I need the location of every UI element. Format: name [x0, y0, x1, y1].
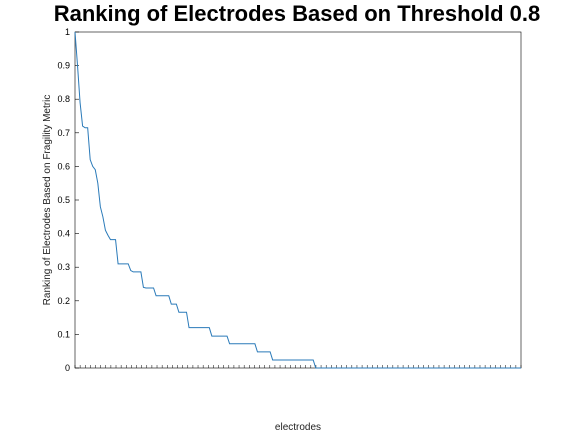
y-tick-label: 0.3 [57, 262, 70, 272]
chart-title: Ranking of Electrodes Based on Threshold… [54, 1, 541, 26]
y-axis: 0 0.1 0.2 0.3 0.4 0.5 0.6 0.7 0.8 0.9 1 [57, 27, 79, 373]
plot-area [74, 31, 522, 369]
x-axis-label: electrodes [275, 422, 321, 432]
plot-frame [74, 31, 522, 369]
y-tick-label: 0 [65, 363, 70, 373]
y-tick-label: 0.4 [57, 229, 70, 239]
y-tick-label: 0.1 [57, 329, 70, 339]
y-tick-label: 1 [65, 27, 70, 37]
y-axis-label: Ranking of Electrodes Based on Fragility… [42, 95, 53, 306]
y-tick-label: 0.9 [57, 61, 70, 71]
y-tick-label: 0.5 [57, 195, 70, 205]
series-line [74, 31, 521, 369]
y-tick-label: 0.7 [57, 128, 70, 138]
y-tick-label: 0.6 [57, 161, 70, 171]
y-tick-label: 0.2 [57, 296, 70, 306]
y-tick-label: 0.8 [57, 94, 70, 104]
